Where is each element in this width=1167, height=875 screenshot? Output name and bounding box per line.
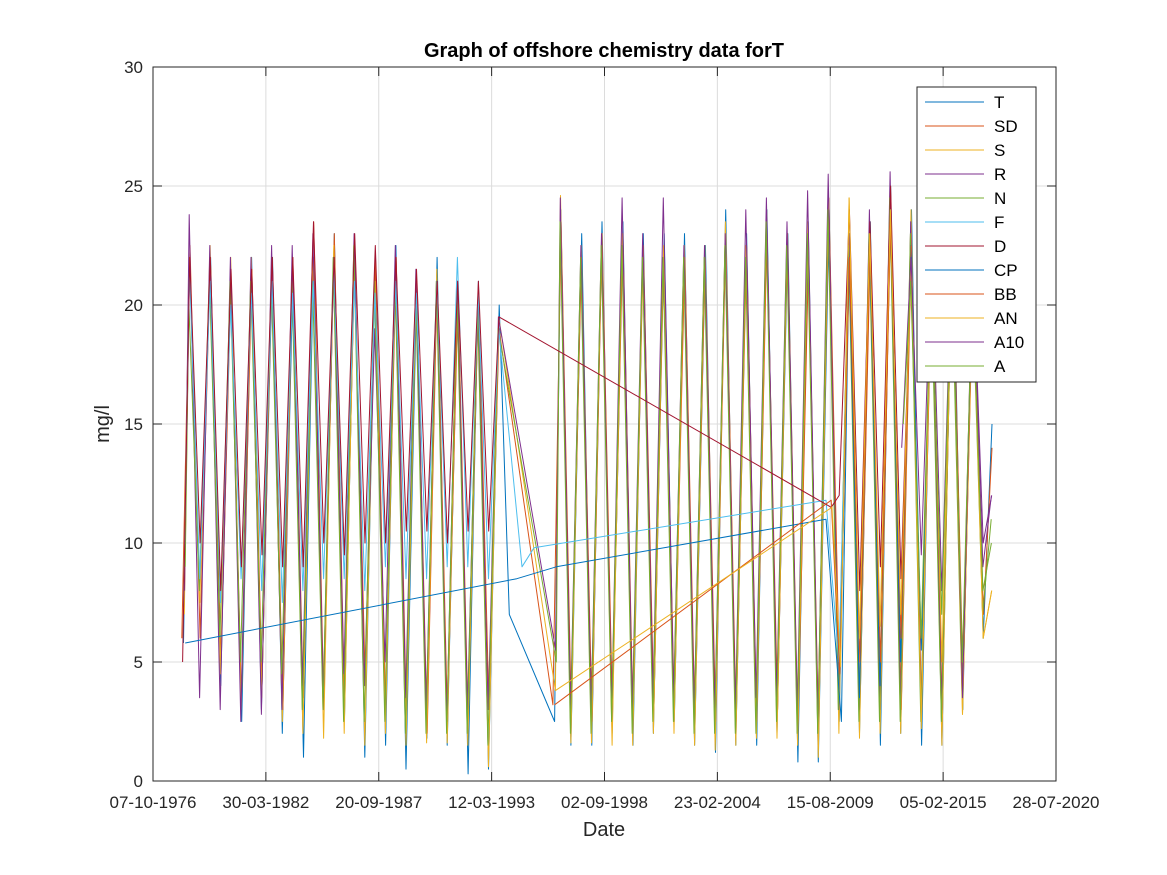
legend-label-a: A [994,357,1006,376]
legend-label-n: N [994,189,1006,208]
y-tick-label: 10 [124,534,143,553]
chart-title: Graph of offshore chemistry data forT [424,40,784,62]
x-tick-label: 15-08-2009 [787,793,874,812]
y-tick-label: 0 [134,772,143,791]
legend-label-s: S [994,141,1005,160]
series-line-a [902,256,992,663]
legend-label-sd: SD [994,117,1018,136]
x-tick-label: 12-03-1993 [448,793,535,812]
legend-label-bb: BB [994,285,1017,304]
legend-label-d: D [994,237,1006,256]
legend-label-cp: CP [994,261,1018,280]
y-tick-label: 25 [124,177,143,196]
y-tick-label: 20 [124,296,143,315]
axis-ticks [152,66,1057,782]
y-tick-label: 15 [124,415,143,434]
x-tick-labels: 07-10-1976 30-03-1982 20-09-1987 12-03-1993… [110,793,1100,812]
legend-label-f: F [994,213,1004,232]
x-tick-label: 30-03-1982 [222,793,309,812]
y-tick-label: 5 [134,653,143,672]
legend-label-t: T [994,93,1004,112]
y-axis-label: mg/l [92,405,114,443]
legend-box [916,86,1037,383]
legend-label-an: AN [994,309,1018,328]
series-lines [181,171,993,775]
x-tick-label: 23-02-2004 [674,793,761,812]
x-tick-label: 07-10-1976 [110,793,197,812]
y-tick-labels: 0 5 10 15 20 25 30 [124,58,143,791]
x-tick-label: 02-09-1998 [561,793,648,812]
x-axis-label: Date [583,819,625,841]
y-tick-label: 30 [124,58,143,77]
legend-label-a10: A10 [994,333,1024,352]
series-line-d [182,185,912,663]
x-tick-label: 05-02-2015 [900,793,987,812]
x-tick-label: 28-07-2020 [1013,793,1100,812]
series-line-f [183,256,850,663]
x-tick-label: 20-09-1987 [335,793,422,812]
legend-label-r: R [994,165,1006,184]
